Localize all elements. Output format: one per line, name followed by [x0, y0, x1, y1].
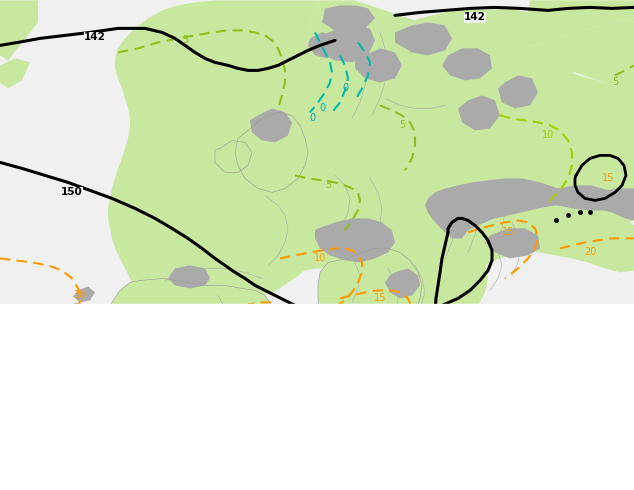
Text: 10: 10 [314, 253, 326, 264]
Text: 0: 0 [342, 83, 348, 94]
Text: 20: 20 [344, 355, 356, 366]
Text: 20: 20 [584, 247, 596, 257]
Text: 150: 150 [61, 187, 83, 197]
Polygon shape [180, 305, 218, 330]
Text: 15: 15 [602, 173, 614, 183]
Polygon shape [332, 8, 535, 78]
Polygon shape [62, 302, 83, 317]
Polygon shape [395, 23, 452, 55]
Text: 0: 0 [319, 103, 325, 113]
Polygon shape [322, 5, 375, 32]
Text: 25: 25 [619, 305, 631, 316]
Polygon shape [368, 232, 488, 343]
Polygon shape [395, 332, 448, 378]
Polygon shape [490, 19, 634, 88]
Polygon shape [385, 269, 420, 298]
Polygon shape [472, 73, 634, 135]
Text: 25: 25 [306, 386, 318, 395]
Text: 150: 150 [547, 368, 569, 377]
Text: 25: 25 [424, 388, 436, 397]
Text: 5: 5 [182, 35, 188, 46]
Polygon shape [248, 84, 262, 98]
Polygon shape [420, 205, 634, 289]
Polygon shape [73, 286, 95, 302]
Polygon shape [108, 0, 634, 322]
Text: 15: 15 [61, 343, 74, 353]
Text: 150: 150 [389, 314, 411, 323]
Text: 0: 0 [309, 113, 315, 123]
Text: Sa 08-06-2024 12:00 UTC (12+360): Sa 08-06-2024 12:00 UTC (12+360) [431, 458, 631, 468]
Polygon shape [315, 219, 395, 263]
Text: Height/Temp. 850 hPa [gdpm] ECMWF: Height/Temp. 850 hPa [gdpm] ECMWF [3, 458, 216, 468]
Polygon shape [168, 25, 215, 58]
Polygon shape [250, 108, 292, 143]
Polygon shape [0, 58, 30, 88]
Polygon shape [318, 248, 422, 358]
Polygon shape [235, 112, 308, 193]
Text: 15: 15 [502, 227, 514, 237]
Text: 5: 5 [325, 180, 331, 191]
Polygon shape [355, 49, 402, 82]
Text: 25: 25 [399, 420, 411, 430]
Polygon shape [465, 0, 634, 60]
Polygon shape [425, 178, 634, 239]
Polygon shape [215, 141, 252, 172]
Polygon shape [442, 49, 492, 80]
Polygon shape [112, 375, 130, 391]
Text: 150: 150 [237, 305, 259, 316]
Text: 5: 5 [399, 121, 405, 130]
Polygon shape [308, 32, 338, 58]
Text: 142: 142 [84, 32, 106, 43]
Polygon shape [0, 398, 634, 450]
Text: 20: 20 [422, 391, 434, 400]
Text: 25: 25 [234, 364, 246, 373]
Polygon shape [0, 355, 634, 450]
Polygon shape [308, 0, 375, 60]
Text: 10: 10 [542, 130, 554, 141]
Polygon shape [498, 75, 538, 108]
Polygon shape [485, 228, 540, 258]
Text: ©weatheronline.co.uk: ©weatheronline.co.uk [515, 476, 631, 486]
Text: 25: 25 [576, 310, 588, 320]
Polygon shape [108, 278, 275, 389]
Polygon shape [168, 266, 210, 289]
Text: 10: 10 [74, 291, 86, 300]
Text: 15: 15 [374, 294, 386, 303]
Text: 5: 5 [612, 77, 618, 87]
Polygon shape [530, 185, 620, 210]
Polygon shape [318, 25, 375, 62]
Polygon shape [0, 0, 634, 450]
Text: 15: 15 [214, 310, 226, 320]
Polygon shape [0, 0, 38, 60]
Polygon shape [140, 171, 425, 282]
Text: 20: 20 [239, 343, 251, 353]
Text: 142: 142 [464, 12, 486, 23]
Polygon shape [458, 96, 500, 130]
